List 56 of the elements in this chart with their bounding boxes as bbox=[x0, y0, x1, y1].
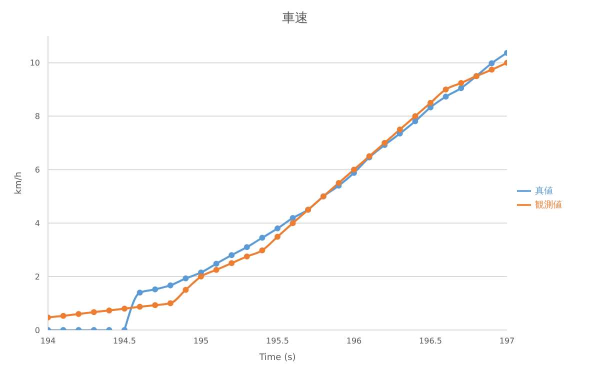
point bbox=[198, 274, 204, 280]
point bbox=[351, 166, 357, 173]
point bbox=[182, 275, 189, 282]
point bbox=[136, 290, 143, 296]
chart-title: 車速 bbox=[281, 10, 309, 28]
point bbox=[290, 220, 296, 226]
point bbox=[136, 304, 143, 310]
point bbox=[76, 310, 82, 317]
point bbox=[442, 86, 449, 92]
point bbox=[259, 234, 266, 241]
x-tick-label: 194 bbox=[40, 336, 56, 346]
point bbox=[228, 260, 235, 266]
point bbox=[382, 140, 388, 146]
y-axis-title: km/h bbox=[14, 172, 24, 194]
point bbox=[60, 312, 66, 319]
point bbox=[396, 126, 403, 133]
point bbox=[152, 286, 158, 292]
y-tick-label: 6 bbox=[34, 165, 40, 174]
x-tick-label: 195 bbox=[193, 336, 209, 346]
point bbox=[182, 286, 189, 293]
point bbox=[412, 113, 418, 120]
point bbox=[122, 306, 128, 312]
point bbox=[488, 60, 495, 66]
point bbox=[274, 234, 280, 240]
point bbox=[167, 282, 174, 288]
point bbox=[274, 225, 280, 232]
y-tick-label: 0 bbox=[34, 326, 40, 335]
x-axis-title: Time (s) bbox=[258, 353, 296, 363]
point bbox=[106, 307, 112, 314]
point bbox=[152, 302, 158, 308]
point bbox=[244, 254, 250, 260]
point bbox=[259, 247, 266, 254]
legend-label: 観測値 bbox=[535, 200, 562, 210]
y-tick-label: 4 bbox=[34, 218, 40, 228]
x-tick-label: 194.5 bbox=[113, 336, 136, 346]
point bbox=[244, 244, 250, 250]
point bbox=[458, 85, 464, 92]
point bbox=[488, 66, 495, 73]
point bbox=[458, 80, 464, 86]
y-tick-label: 8 bbox=[34, 112, 40, 122]
point bbox=[213, 266, 220, 273]
point bbox=[336, 180, 342, 186]
y-tick-label: 2 bbox=[34, 272, 40, 282]
x-tick-label: 197 bbox=[499, 336, 515, 346]
point bbox=[412, 118, 418, 124]
point bbox=[428, 100, 434, 106]
x-tick-label: 196.5 bbox=[419, 336, 442, 346]
point bbox=[90, 309, 97, 316]
point bbox=[228, 252, 235, 258]
x-tick-label: 195.5 bbox=[266, 336, 289, 346]
point bbox=[442, 94, 449, 100]
point bbox=[167, 300, 174, 306]
legend-label: 真値 bbox=[535, 186, 553, 196]
point bbox=[213, 260, 220, 267]
x-tick-label: 196 bbox=[346, 336, 362, 346]
y-tick-label: 10 bbox=[30, 58, 40, 68]
